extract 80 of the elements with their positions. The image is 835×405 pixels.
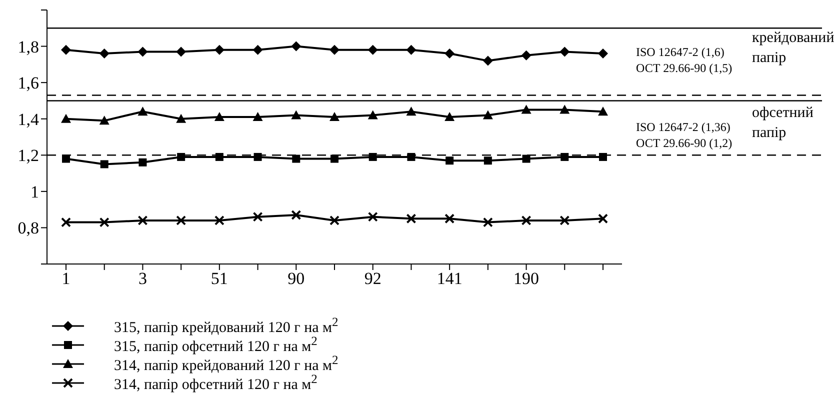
point [330,215,340,226]
point [61,217,71,228]
point [330,44,340,55]
point [368,110,378,120]
y-tick-label: 1,2 [18,146,39,166]
point [598,214,608,224]
text: ОСТ 29.66-90 (1,5) [636,60,732,76]
point [599,152,607,161]
point [291,110,302,120]
text: ISO 12647-2 (1,36) [636,119,730,135]
x-tick-label: 51 [210,269,228,288]
point [138,106,148,116]
point [138,158,147,166]
y-tick-label: 1 [30,182,39,202]
x-tick-label: 92 [364,269,382,288]
point [215,152,224,161]
x-tick-label: 90 [288,269,305,288]
text: ISO 12647-2 (1,6) [636,44,724,60]
point [598,106,608,116]
point [138,46,148,57]
x-tick-label: 141 [436,269,462,288]
point [99,48,110,59]
point [176,114,186,123]
point [484,156,492,165]
point [444,112,455,122]
point [330,112,340,122]
point [368,212,378,222]
point [138,215,148,226]
point [444,214,455,224]
y-tick-label: 1,6 [18,74,39,93]
point [482,56,493,66]
point [61,44,71,55]
point [406,44,416,55]
point [368,152,377,161]
point [292,154,300,163]
point [482,110,493,120]
point [291,41,302,52]
point [406,106,416,116]
point [521,104,532,114]
point [330,154,338,163]
y-tick-label: 1,4 [18,110,40,129]
point [291,210,302,220]
point [444,48,455,59]
point [252,44,263,55]
legend-label: 315, папір крейдований 120 г на м$^{2}$ [114,314,338,336]
y-tick-label: 1,8 [18,37,39,56]
point [521,215,532,226]
point [99,116,110,125]
point [214,112,224,122]
x-tick-label: 190 [514,269,540,288]
point [252,212,263,222]
x-tick-label: 3 [138,269,147,288]
point [598,48,608,59]
point [214,44,224,55]
point [62,154,70,163]
point [482,217,493,228]
point [406,214,416,224]
point [407,152,416,161]
point [521,50,532,60]
y-tick-label: 0,8 [18,218,39,238]
point [560,215,570,226]
text: крейдований папір [752,29,835,68]
text: офсетний папір [752,104,814,143]
point [61,114,71,123]
point [176,215,186,226]
point [176,46,186,57]
point [214,215,224,226]
point [446,156,454,165]
point [522,154,530,163]
text: ОСТ 29.66-90 (1,2) [636,135,732,151]
point [560,46,570,57]
point [100,160,108,168]
point [252,112,263,122]
point [99,217,110,228]
point [368,44,378,55]
point [254,152,262,161]
point [560,152,569,161]
point [560,104,570,114]
x-tick-label: 1 [62,269,70,288]
point [177,152,186,161]
